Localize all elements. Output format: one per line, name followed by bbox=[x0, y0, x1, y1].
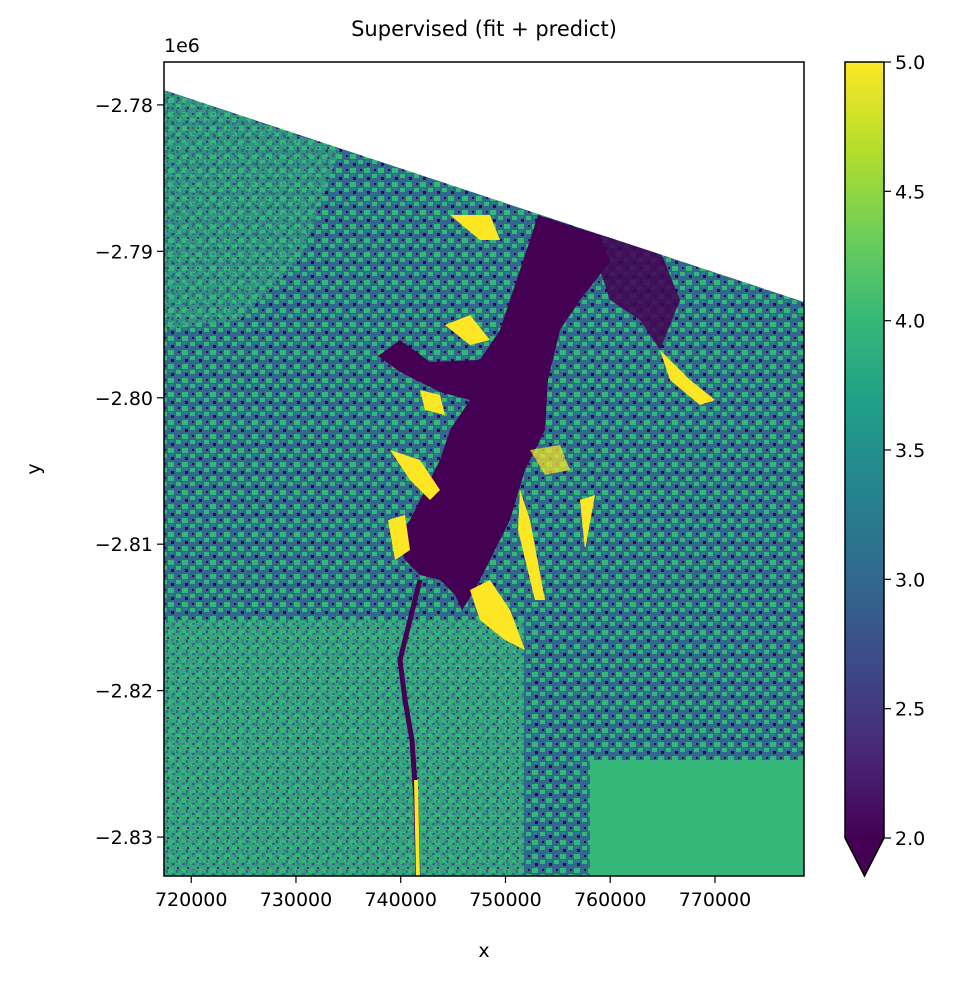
y-tick-label: −2.78 bbox=[95, 95, 153, 117]
y-tick-label: −2.79 bbox=[95, 241, 153, 263]
y-offset-label: 1e6 bbox=[164, 35, 200, 57]
colorbar-gradient bbox=[845, 62, 884, 838]
colorbar-tick-label: 3.0 bbox=[895, 569, 925, 591]
x-tick-label: 760000 bbox=[574, 889, 647, 911]
y-tick-label: −2.81 bbox=[95, 534, 153, 556]
y-axis-label: y bbox=[23, 463, 45, 474]
y-tick-label: −2.83 bbox=[95, 827, 153, 849]
axes: 720000 730000 740000 750000 760000 770000 −2.8… bbox=[95, 95, 751, 911]
colorbar-tick-label: 3.5 bbox=[895, 440, 925, 462]
x-tick-label: 770000 bbox=[679, 889, 752, 911]
colorbar: 2.0 2.5 3.0 3.5 4.0 4.5 5.0 bbox=[844, 52, 925, 878]
colorbar-tick-label: 4.0 bbox=[895, 311, 925, 333]
x-axis-label: x bbox=[478, 940, 489, 962]
x-tick-label: 740000 bbox=[364, 889, 437, 911]
colorbar-tick-label: 5.0 bbox=[895, 52, 925, 74]
raster-image bbox=[164, 90, 804, 876]
x-tick-label: 750000 bbox=[469, 889, 542, 911]
colorbar-tick-label: 4.5 bbox=[895, 181, 925, 203]
x-tick-label: 730000 bbox=[260, 889, 333, 911]
colorbar-tick-label: 2.5 bbox=[895, 699, 925, 721]
colorbar-frame bbox=[844, 61, 885, 878]
colorbar-tick-label: 2.0 bbox=[895, 828, 925, 850]
chart-title: Supervised (fit + predict) bbox=[351, 17, 617, 41]
y-tick-label: −2.80 bbox=[95, 388, 153, 410]
colorbar-extension bbox=[845, 838, 884, 876]
plot-frame bbox=[163, 61, 805, 877]
y-tick-label: −2.82 bbox=[95, 681, 153, 703]
x-tick-label: 720000 bbox=[155, 889, 228, 911]
